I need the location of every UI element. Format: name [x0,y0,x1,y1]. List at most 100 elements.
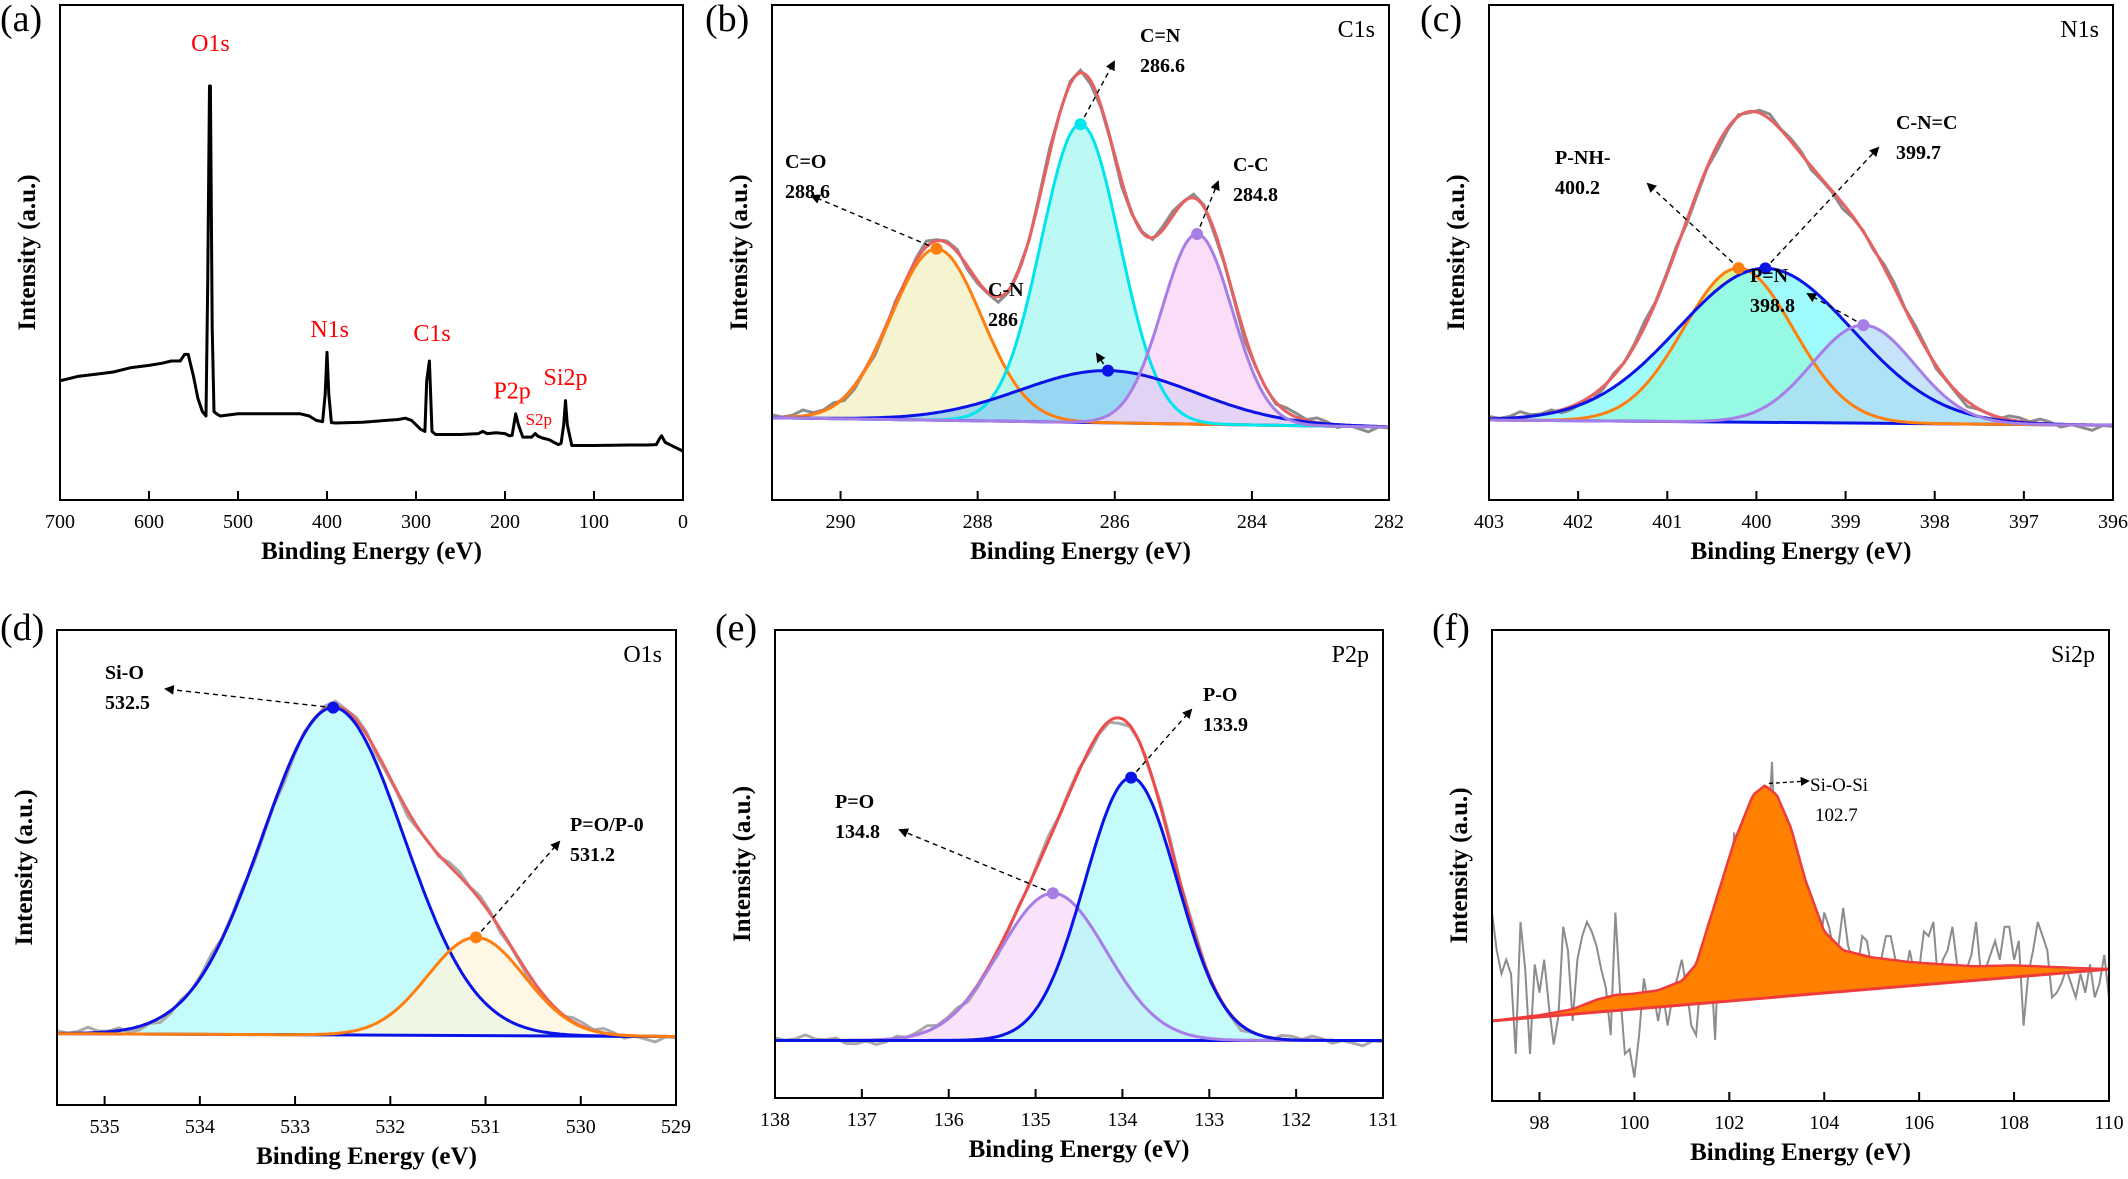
panel-e-region-label: P2p [1332,642,1369,668]
panel-d-plot [57,699,676,1044]
panel-b-x-tick-label: 282 [1374,511,1404,533]
panel-c-frame [1488,4,2114,501]
panel-b-x-tick-label: 290 [826,511,856,533]
panel-b-annotation-value: 284.8 [1233,184,1278,206]
panel-a-letter: (a) [0,0,42,40]
panel-d-x-axis-title: Binding Energy (eV) [256,1143,477,1170]
panel-c-peak-marker [1759,262,1772,275]
panel-d-component-fill [57,707,676,1037]
panel-b-y-axis-title: Intensity (a.u.) [726,174,753,330]
panel-a-x-tick-label: 200 [490,511,520,533]
panel-c-annotation-arrow [1770,146,1880,263]
panel-f-annotation-label: Si-O-Si [1810,775,1868,796]
panel-f-x-tick-label: 110 [2094,1112,2123,1134]
panel-d-annotation-label: Si-O [105,662,144,684]
panel-a-x-tick-label: 400 [312,511,342,533]
panel-d-x-tick-label: 531 [471,1116,501,1138]
panel-e-annotation-label: P-O [1203,684,1237,706]
panel-d: (d) 535 534 533 532 531 530 529 Binding Energy… [0,607,691,1170]
panel-e-x-tick-label: 132 [1281,1109,1311,1131]
panel-b-x-tick-label: 288 [963,511,993,533]
panel-d-peak-marker [327,701,340,714]
panel-c-annotation-value: 399.7 [1896,142,1941,164]
panel-b: (b) 290 288 286 284 282 Binding Energy (eV) … [705,0,1404,565]
panel-d-peak-marker [470,931,483,944]
panel-b-component-line [772,232,1389,429]
panel-a-annotations: O1s N1s C1s P2p S2p Si2p [191,31,587,429]
panel-f-x-tick-label: 108 [1999,1112,2029,1134]
panel-c-ticks: 403 402 401 400 399 398 397 396 [1474,491,2128,533]
panel-e-x-tick-label: 137 [847,1109,877,1131]
panel-c-x-tick-label: 397 [2009,511,2039,533]
panel-d-annotation-label: P=O/P-0 [570,814,644,836]
panel-a-x-tick-label: 700 [45,511,75,533]
panel-d-letter: (d) [0,607,44,649]
panel-e-x-tick-label: 136 [934,1109,964,1131]
panel-b-plot [772,67,1389,434]
panel-e-frame [774,629,1384,1099]
panel-a-peak-label: N1s [310,317,349,343]
panel-d-component-line [57,706,676,1038]
panel-c-annotation-value: 398.8 [1750,295,1795,317]
panel-b-component-fill [772,248,1389,427]
panel-a-x-tick-label: 100 [579,511,609,533]
panel-e: (e) 138 137 136 135 134 133 132 131 Binding Ene… [715,607,1398,1163]
panel-c-region-label: N1s [2060,17,2099,43]
panel-a-peak-label: Si2p [544,365,588,391]
panel-a-peak-label: S2p [526,410,552,429]
panel-e-annotations: P=O 134.8 P-O 133.9 [835,684,1248,900]
panel-d-x-tick-label: 529 [661,1116,691,1138]
panel-e-x-tick-label: 135 [1021,1109,1051,1131]
panel-d-frame [56,629,677,1106]
panel-b-annotations: C=O 288.6 C=N 286.6 C-N 286 C-C 284.8 [785,25,1278,377]
panel-b-letter: (b) [705,0,749,40]
panel-b-annotation-arrow [1095,352,1106,365]
panel-d-x-tick-label: 535 [90,1116,120,1138]
panel-c-annotations: P-NH- 400.2 C-N=C 399.7 P=N 398.8 [1555,112,1957,332]
panel-a-y-axis-title: Intensity (a.u.) [14,174,41,330]
panel-f-baseline [1492,967,2109,1023]
panel-c-x-tick-label: 400 [1741,511,1771,533]
panel-f-peak-fill [1492,785,2109,1021]
panel-b-annotation-value: 288.6 [785,181,830,203]
panel-e-annotation-value: 134.8 [835,821,880,843]
panel-c-annotation-label: P-NH- [1555,147,1611,169]
panel-e-x-tick-label: 134 [1107,1109,1137,1131]
panel-b-annotation-arrow [1199,180,1220,227]
panel-b-annotation-value: 286.6 [1140,55,1185,77]
panel-f-x-tick-label: 104 [1809,1112,1839,1134]
panel-c-annotation-label: P=N [1750,265,1789,287]
panel-e-letter: (e) [715,607,757,649]
panel-b-annotation-arrow [1083,60,1115,118]
panel-c-x-tick-label: 399 [1831,511,1861,533]
panel-f-x-tick-label: 98 [1529,1112,1549,1134]
panel-b-annotation-value: 286 [988,309,1018,331]
panel-c-peak-marker [1857,319,1870,332]
panel-c-component-line [1489,323,2113,427]
panel-f-y-axis-title: Intensity (a.u.) [1446,787,1473,943]
panel-c-peak-marker [1732,262,1745,275]
panel-c-y-axis-title: Intensity (a.u.) [1443,174,1470,330]
panel-e-annotation-arrow [1135,708,1193,773]
panel-b-peak-marker [930,242,943,255]
panel-f-annotation-value: 102.7 [1815,805,1858,826]
panel-b-peak-marker [1101,364,1114,377]
panel-b-annotation-label: C-C [1233,154,1269,176]
panel-a-x-tick-label: 500 [223,511,253,533]
panel-c-annotation-label: C-N=C [1896,112,1957,134]
panel-b-x-tick-label: 284 [1237,511,1267,533]
panel-b-component-fill [772,124,1389,427]
panel-c-x-tick-label: 401 [1652,511,1682,533]
panel-f-annotations: Si-O-Si 102.7 [1768,775,1868,826]
panel-b-x-axis-title: Binding Energy (eV) [970,538,1191,565]
panel-b-frame [771,4,1390,501]
panel-e-x-tick-label: 138 [760,1109,790,1131]
panel-d-component-line [57,935,676,1038]
panel-e-x-tick-label: 133 [1194,1109,1224,1131]
panel-a: (a) 700 600 500 400 300 200 100 0 Binding Energ… [0,0,688,565]
panel-a-plot [60,84,683,453]
panel-d-y-axis-title: Intensity (a.u.) [11,789,38,945]
panel-e-peak-marker [1125,771,1138,784]
panel-d-annotation-value: 532.5 [105,692,150,714]
